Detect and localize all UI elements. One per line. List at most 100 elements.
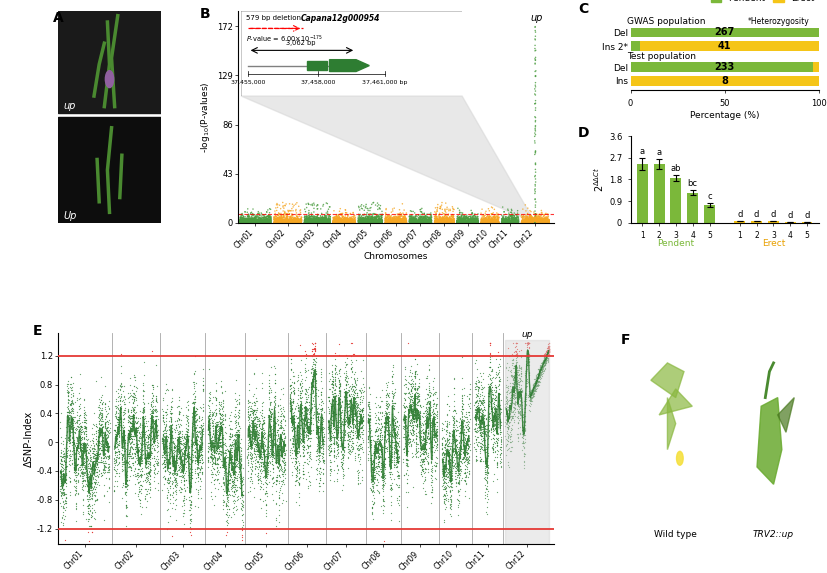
Point (489, 216, 502, 225)
Point (193, 422, 206, 431)
Point (327, 392, 340, 401)
Point (474, 453, 487, 462)
Point (66, 396, 79, 405)
Point (519, 215, 532, 224)
Point (84, 474, 98, 483)
Point (303, 218, 316, 227)
Point (439, 217, 452, 226)
Point (514, 371, 528, 380)
Point (235, 217, 248, 226)
Point (541, 352, 554, 361)
Point (409, 215, 422, 224)
Point (478, 217, 491, 226)
Point (395, 217, 409, 226)
Point (347, 217, 361, 226)
Point (328, 212, 342, 221)
Point (399, 217, 413, 226)
Point (329, 218, 342, 227)
Point (424, 477, 437, 486)
Point (411, 423, 424, 432)
Point (182, 432, 195, 441)
Point (165, 431, 179, 440)
Point (375, 397, 388, 406)
Point (291, 370, 304, 379)
Point (319, 218, 332, 227)
Point (308, 218, 322, 227)
Point (236, 521, 249, 530)
Point (442, 431, 456, 441)
Point (479, 214, 492, 223)
Point (227, 509, 241, 519)
Point (289, 497, 303, 506)
Point (370, 212, 383, 221)
Point (409, 421, 423, 430)
Point (404, 214, 418, 223)
Point (422, 218, 435, 227)
Point (308, 217, 322, 226)
Point (364, 410, 377, 419)
Point (341, 216, 354, 225)
Point (509, 339, 523, 348)
Point (542, 217, 555, 226)
Point (242, 217, 256, 226)
Point (403, 213, 416, 222)
Point (459, 475, 472, 484)
Point (308, 370, 322, 379)
Point (401, 440, 414, 449)
Point (501, 409, 514, 418)
Point (358, 217, 371, 226)
Point (532, 218, 545, 227)
Point (170, 463, 183, 472)
Point (233, 218, 246, 227)
Point (126, 458, 139, 468)
Point (62, 387, 75, 397)
Point (324, 429, 337, 438)
Point (462, 407, 476, 417)
Point (339, 218, 352, 227)
Point (421, 437, 434, 446)
Point (388, 415, 401, 425)
Point (340, 217, 353, 226)
Point (443, 467, 457, 476)
Point (261, 218, 275, 227)
Point (284, 218, 297, 227)
Point (116, 464, 129, 473)
Point (128, 472, 141, 481)
Point (318, 218, 331, 227)
Point (394, 218, 407, 227)
Point (522, 390, 535, 399)
Point (393, 217, 406, 226)
Point (99, 417, 112, 426)
Point (488, 218, 501, 227)
Point (509, 404, 522, 413)
Point (445, 446, 458, 456)
Point (310, 217, 323, 226)
Point (113, 415, 127, 424)
Point (62, 453, 75, 462)
Point (523, 217, 536, 226)
Point (63, 414, 76, 423)
Point (428, 218, 442, 227)
Point (385, 452, 399, 461)
Point (286, 448, 299, 457)
Point (504, 217, 518, 226)
Point (447, 217, 461, 226)
Point (518, 217, 531, 226)
Point (370, 217, 384, 226)
Point (505, 214, 519, 223)
Point (339, 395, 352, 404)
Point (500, 387, 514, 396)
Point (406, 399, 419, 408)
Point (460, 430, 473, 439)
Point (170, 456, 184, 465)
Point (536, 218, 549, 227)
Point (249, 421, 262, 430)
Point (410, 217, 423, 226)
Point (121, 441, 134, 450)
Point (320, 217, 333, 226)
Point (132, 484, 146, 493)
Point (400, 452, 414, 461)
Point (258, 215, 271, 224)
Point (376, 477, 390, 486)
Point (423, 410, 437, 419)
